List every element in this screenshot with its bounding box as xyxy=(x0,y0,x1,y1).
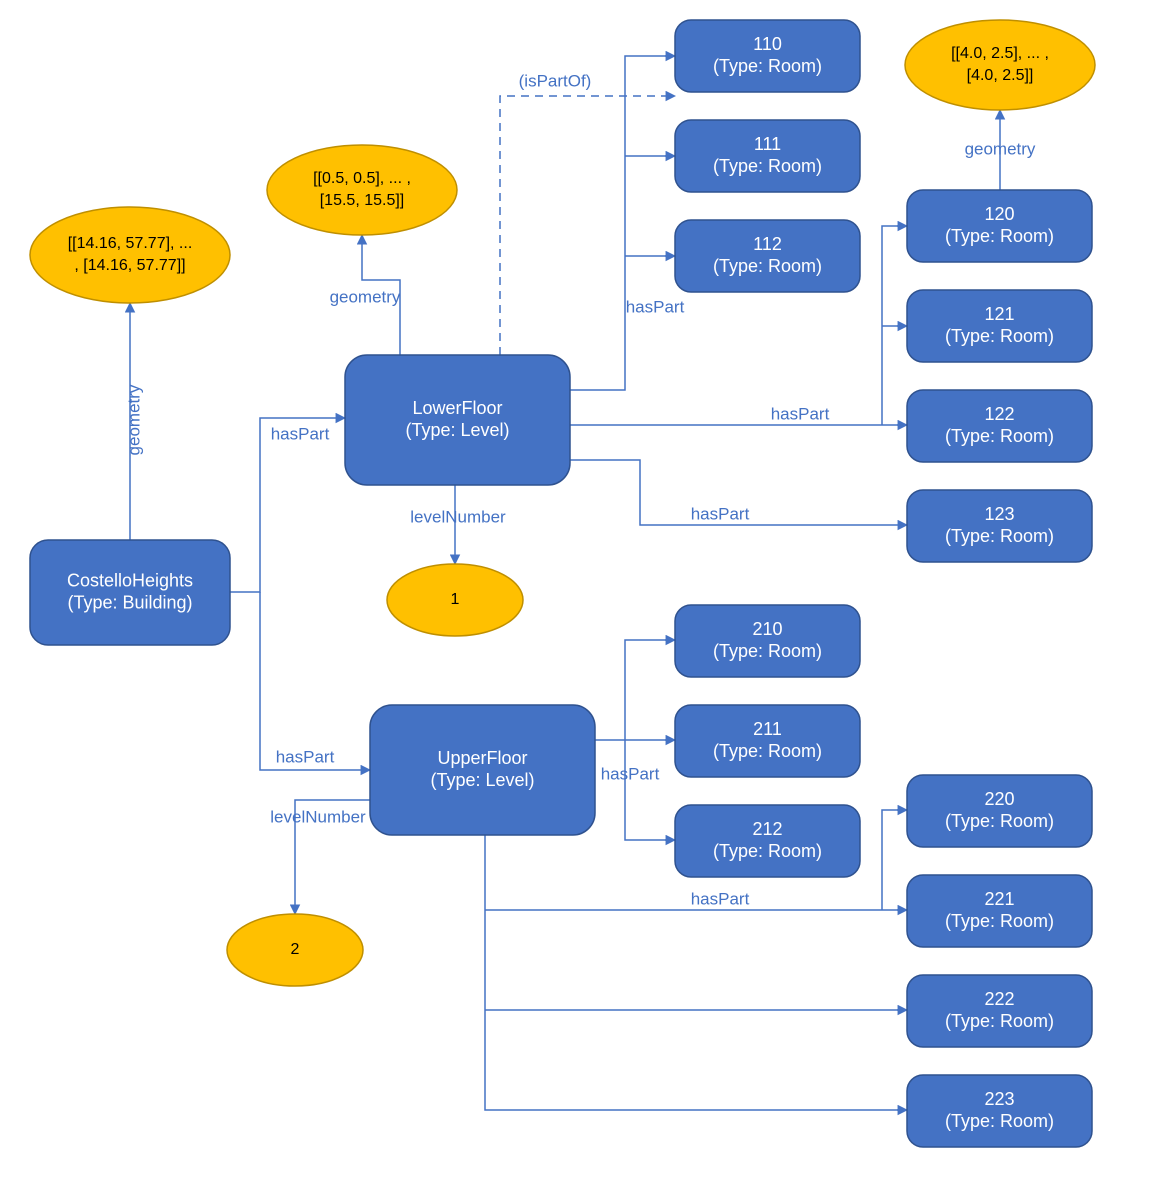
node-room220: 220(Type: Room) xyxy=(907,775,1092,847)
node-lowerFloorGeom-line1: [15.5, 15.5]] xyxy=(320,192,405,209)
node-room123-line0: 123 xyxy=(984,504,1014,524)
node-room223-line1: (Type: Room) xyxy=(945,1111,1054,1131)
node-upperFloor: UpperFloor(Type: Level) xyxy=(370,705,595,835)
node-room220-line1: (Type: Room) xyxy=(945,811,1054,831)
e-upper-haspart-left-label: hasPart xyxy=(601,764,660,783)
e-lower-haspart-left-label: hasPart xyxy=(626,297,685,316)
node-room212-line1: (Type: Room) xyxy=(713,841,822,861)
node-room110-line1: (Type: Room) xyxy=(713,56,822,76)
node-building: CostelloHeights(Type: Building) xyxy=(30,540,230,645)
node-room121: 121(Type: Room) xyxy=(907,290,1092,362)
e-building-lower xyxy=(230,418,345,592)
node-levelNum1: 1 xyxy=(387,564,523,636)
node-lowerFloorGeom: [[0.5, 0.5], ... , [15.5, 15.5]] xyxy=(267,145,457,235)
node-room120-line1: (Type: Room) xyxy=(945,226,1054,246)
node-levelNum2-line0: 2 xyxy=(291,941,300,958)
node-room212-line0: 212 xyxy=(752,819,782,839)
node-lowerFloor-line1: (Type: Level) xyxy=(405,420,509,440)
node-room112-line1: (Type: Room) xyxy=(713,256,822,276)
node-upperFloor-line1: (Type: Level) xyxy=(430,770,534,790)
node-room221-line1: (Type: Room) xyxy=(945,911,1054,931)
node-room122-line1: (Type: Room) xyxy=(945,426,1054,446)
node-room211: 211(Type: Room) xyxy=(675,705,860,777)
node-buildingGeom: [[14.16, 57.77], ... , [14.16, 57.77]] xyxy=(30,207,230,303)
node-room123: 123(Type: Room) xyxy=(907,490,1092,562)
node-room111-line0: 111 xyxy=(754,134,781,154)
node-lowerFloorGeom-line0: [[0.5, 0.5], ... , xyxy=(313,170,411,187)
node-room212: 212(Type: Room) xyxy=(675,805,860,877)
e-upper-haspart-left xyxy=(595,640,675,840)
e-upper-levelnum-label: levelNumber xyxy=(270,807,366,826)
e-lower-haspart-mid-label: hasPart xyxy=(771,404,830,423)
node-room120Geom-line0: [[4.0, 2.5], ... , xyxy=(951,45,1049,62)
node-room120Geom-line1: [4.0, 2.5]] xyxy=(967,67,1034,84)
diagram-canvas: CostelloHeights(Type: Building) [[14.16, … xyxy=(0,0,1174,1192)
node-room210: 210(Type: Room) xyxy=(675,605,860,677)
e-lower-geom-label: geometry xyxy=(330,287,401,306)
node-room110-line0: 110 xyxy=(753,34,782,54)
node-room123-line1: (Type: Room) xyxy=(945,526,1054,546)
e-building-upper xyxy=(260,592,370,770)
node-building-line0: CostelloHeights xyxy=(67,570,193,590)
node-levelNum1-line0: 1 xyxy=(451,591,460,608)
node-room223: 223(Type: Room) xyxy=(907,1075,1092,1147)
e-upper-haspart-right-label: hasPart xyxy=(691,889,750,908)
node-room220-line0: 220 xyxy=(984,789,1014,809)
node-room120-line0: 120 xyxy=(984,204,1014,224)
node-lowerFloor-line0: LowerFloor xyxy=(412,398,502,418)
e-building-upper-label: hasPart xyxy=(276,747,335,766)
node-room120Geom: [[4.0, 2.5], ... , [4.0, 2.5]] xyxy=(905,20,1095,110)
e-building-lower-label: hasPart xyxy=(271,424,330,443)
node-room211-line1: (Type: Room) xyxy=(713,741,822,761)
node-room223-line0: 223 xyxy=(984,1089,1014,1109)
node-room120: 120(Type: Room) xyxy=(907,190,1092,262)
e-building-geom-label: geometry xyxy=(124,384,143,455)
node-room122-line0: 122 xyxy=(984,404,1014,424)
node-room222-line0: 222 xyxy=(984,989,1014,1009)
node-buildingGeom-line0: [[14.16, 57.77], ... xyxy=(68,235,193,252)
node-room121-line1: (Type: Room) xyxy=(945,326,1054,346)
e-lower-haspart-left xyxy=(570,56,675,390)
node-room222-line1: (Type: Room) xyxy=(945,1011,1054,1031)
node-room122: 122(Type: Room) xyxy=(907,390,1092,462)
node-levelNum2: 2 xyxy=(227,914,363,986)
node-room210-line1: (Type: Room) xyxy=(713,641,822,661)
node-room121-line0: 121 xyxy=(984,304,1014,324)
node-room112: 112(Type: Room) xyxy=(675,220,860,292)
e-room120-geom-label: geometry xyxy=(965,139,1036,158)
node-room222: 222(Type: Room) xyxy=(907,975,1092,1047)
node-room210-line0: 210 xyxy=(752,619,782,639)
node-room112-line0: 112 xyxy=(753,234,782,254)
node-room211-line0: 211 xyxy=(753,719,782,739)
e-ispartof-label: (isPartOf) xyxy=(519,71,592,90)
e-lower-haspart-low-label: hasPart xyxy=(691,504,750,523)
node-room111-line1: (Type: Room) xyxy=(713,156,822,176)
node-room221-line0: 221 xyxy=(984,889,1014,909)
node-room110: 110(Type: Room) xyxy=(675,20,860,92)
node-lowerFloor: LowerFloor(Type: Level) xyxy=(345,355,570,485)
node-room221: 221(Type: Room) xyxy=(907,875,1092,947)
node-building-line1: (Type: Building) xyxy=(67,592,192,612)
node-buildingGeom-line1: , [14.16, 57.77]] xyxy=(74,257,185,274)
node-room111: 111(Type: Room) xyxy=(675,120,860,192)
node-upperFloor-line0: UpperFloor xyxy=(437,748,527,768)
e-lower-levelnum-label: levelNumber xyxy=(410,507,506,526)
